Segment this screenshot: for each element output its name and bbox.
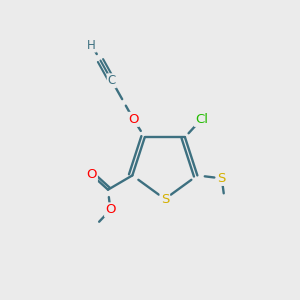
Text: S: S [218,172,226,185]
Text: O: O [105,203,116,216]
Text: O: O [86,168,97,181]
Text: O: O [128,113,139,126]
Text: H: H [87,39,96,52]
Text: Cl: Cl [195,113,208,126]
Text: S: S [161,193,169,206]
Text: C: C [108,74,116,87]
